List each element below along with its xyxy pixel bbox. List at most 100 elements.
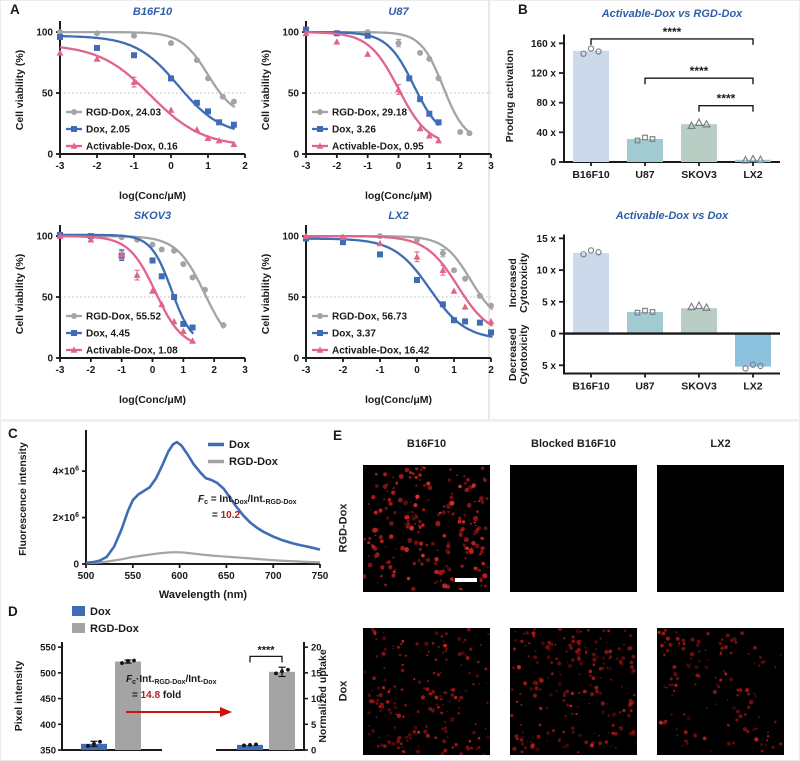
series-line-RGD-Dox [60, 30, 236, 109]
chart-fluorescence-spectrum: 0 2×106 4×106 500 550 600 650 700 750 Wavelength … [12, 424, 334, 611]
svg-text:-2: -2 [86, 365, 95, 376]
category-label: SKOV3 [681, 169, 717, 181]
micrograph-rgd-dox-lx2 [657, 465, 784, 592]
svg-text:10 x: 10 x [537, 266, 557, 277]
svg-text:4×106: 4×106 [53, 466, 80, 478]
x-axis-label: log(Conc/μM) [119, 190, 186, 202]
svg-text:450: 450 [40, 694, 56, 705]
series-line-Activable-Dox [306, 31, 440, 140]
chart-title: Activable-Dox vs RGD-Dox [601, 8, 743, 20]
svg-text:1: 1 [205, 161, 211, 172]
y-axis-label: Fluorescence intensity [17, 442, 29, 556]
micrograph-dox-blocked-b16f10 [510, 628, 637, 755]
micrograph-rgd-dox-blocked-b16f10 [510, 465, 637, 592]
legend-Activable-Dox: Activable-Dox, 1.08 [86, 346, 178, 357]
chart-u87-viability: U87 0 50 100 -3 -2 -1 0 1 2 3 log(Conc/μM) Cell viab… [258, 2, 503, 211]
legend-Activable-Dox: Activable-Dox, 16.42 [332, 346, 430, 357]
legend-Dox: Dox [229, 439, 251, 451]
svg-text:1: 1 [427, 161, 433, 172]
category-label: LX2 [743, 169, 762, 181]
bar-U87 [627, 139, 663, 162]
legend-Dox: Dox, 3.37 [332, 329, 376, 340]
svg-text:550: 550 [124, 571, 141, 582]
left-axis-label: Pixel intensity [13, 661, 25, 732]
svg-text:120 x: 120 x [531, 69, 556, 80]
svg-text:80 x: 80 x [537, 98, 557, 109]
x-axis-label: log(Conc/μM) [119, 394, 186, 406]
chart-cytotoxicity: Activable-Dox vs Dox 15 x 10 x 5 x 0 5 x B16F1… [502, 206, 794, 421]
x-axis-label: Wavelength (nm) [159, 589, 248, 601]
category-label: U87 [635, 169, 654, 181]
svg-text:5 x: 5 x [542, 297, 556, 308]
bar-U87 [627, 311, 663, 334]
svg-text:-3: -3 [56, 365, 65, 376]
svg-text:0: 0 [550, 158, 556, 169]
svg-text:50: 50 [42, 293, 54, 304]
y-axis-label: Cell viability (%) [14, 50, 26, 131]
svg-text:0: 0 [168, 161, 174, 172]
dose-chart-svg: SKOV3 0 50 100 -3 -2 -1 0 1 2 3 log(Conc/μM) Cell vi… [14, 210, 248, 406]
panel-divider-horizontal [0, 419, 800, 422]
row-label-rgd-dox: RGD-Dox [337, 503, 350, 553]
dual-bar-svg: Dox RGD-Dox 350 400 450 500 550 0 5 10 15 20 Pixel i… [13, 606, 329, 757]
column-header-lx2: LX2 [710, 438, 731, 450]
svg-text:100: 100 [282, 28, 299, 39]
svg-text:50: 50 [288, 293, 300, 304]
fold-annotation: Fc·Int.RGD-Dox/Int.Dox [126, 674, 217, 686]
series-line-RGD-Dox [85, 551, 321, 565]
series-line-Dox [60, 233, 195, 335]
svg-text:15 x: 15 x [537, 234, 557, 245]
panel-label-c: C [8, 426, 18, 441]
svg-text:0: 0 [414, 365, 420, 376]
svg-text:-3: -3 [302, 161, 311, 172]
svg-text:0: 0 [150, 365, 156, 376]
bar-SKOV3 [681, 308, 717, 334]
bar-B16F10 [573, 50, 609, 162]
svg-text:0: 0 [550, 329, 556, 340]
svg-text:-2: -2 [332, 161, 341, 172]
svg-text:-2: -2 [93, 161, 102, 172]
y-axis-label: Prodrug activation [504, 50, 516, 143]
legend-Activable-Dox: Activable-Dox, 0.95 [332, 142, 424, 153]
svg-text:-1: -1 [130, 161, 139, 172]
row-label-dox: Dox [337, 680, 350, 702]
svg-text:100: 100 [282, 232, 299, 243]
svg-text:-3: -3 [56, 161, 65, 172]
svg-text:0: 0 [47, 150, 53, 161]
legend-Dox: Dox, 2.05 [86, 125, 130, 136]
category-label: B16F10 [572, 381, 610, 393]
fold-annotation: Fc = Int.Dox/Int.RGD-Dox [198, 494, 297, 506]
scale-bar [455, 578, 477, 582]
svg-text:400: 400 [40, 720, 56, 731]
svg-text:2: 2 [211, 365, 217, 376]
svg-text:0: 0 [47, 354, 53, 365]
svg-text:0: 0 [293, 354, 299, 365]
legend-Dox: Dox, 4.45 [86, 329, 130, 340]
series-line-Activable-Dox [306, 234, 494, 327]
y-axis-label: Cell viability (%) [260, 50, 272, 131]
svg-text:40 x: 40 x [537, 128, 557, 139]
svg-text:3: 3 [242, 365, 248, 376]
svg-text:2: 2 [457, 161, 463, 172]
micrograph-image [510, 628, 637, 755]
svg-text:750: 750 [312, 571, 329, 582]
svg-text:5: 5 [311, 720, 317, 731]
micrograph-image [510, 465, 637, 592]
significance-stars: **** [257, 644, 275, 656]
chart-title: SKOV3 [134, 210, 171, 222]
chart-skov3-viability: SKOV3 0 50 100 -3 -2 -1 0 1 2 3 log(Conc/μM) Cell vi… [12, 206, 257, 415]
y-axis-label: IncreasedCytotoxicity [507, 253, 530, 313]
panel-label-e: E [333, 428, 343, 443]
legend-RGD-Dox: RGD-Dox [90, 623, 140, 635]
micrograph-image [363, 628, 490, 755]
svg-text:-3: -3 [302, 365, 311, 376]
legend-Activable-Dox: Activable-Dox, 0.16 [86, 142, 178, 153]
svg-text:100: 100 [36, 28, 53, 39]
svg-text:20: 20 [311, 643, 322, 654]
svg-text:50: 50 [288, 89, 300, 100]
dose-chart-svg: B16F10 0 50 100 -3 -2 -1 0 1 2 log(Conc/μM) Cell vi… [14, 6, 248, 202]
legend-RGD-Dox: RGD-Dox, 29.18 [332, 108, 407, 119]
legend-Dox: Dox [90, 606, 112, 618]
svg-text:0: 0 [396, 161, 402, 172]
